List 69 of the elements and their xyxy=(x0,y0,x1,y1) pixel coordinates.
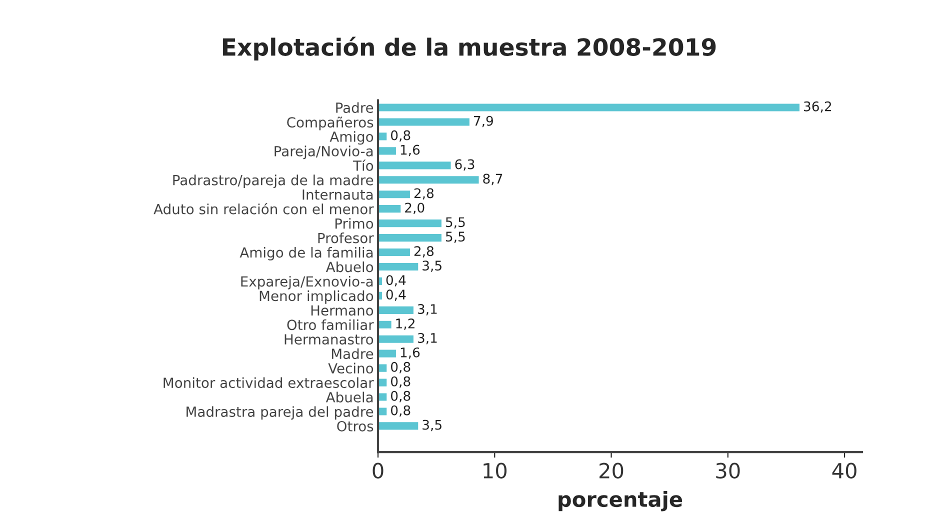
y-tick-label: Tío xyxy=(352,160,374,171)
bar xyxy=(378,348,398,359)
y-tick-label: Internauta xyxy=(302,190,373,200)
data-label: 6,3 xyxy=(455,159,474,171)
data-label: 36,2 xyxy=(804,101,832,113)
data-label: 0,8 xyxy=(390,362,410,374)
y-tick-label: Otro familiar xyxy=(287,319,374,330)
y-tick-label: Padrastro/pareja de la madre xyxy=(173,174,374,188)
y-tick-label: Compañeros xyxy=(287,116,374,130)
bar xyxy=(378,420,420,432)
data-label: 2,8 xyxy=(414,246,434,258)
data-label: 1,6 xyxy=(400,347,420,359)
y-tick-label: Primo xyxy=(335,218,374,229)
bar xyxy=(378,146,398,156)
data-label: 1,2 xyxy=(396,318,414,330)
bar xyxy=(378,304,415,316)
data-label: 5,5 xyxy=(446,232,465,243)
bar xyxy=(378,160,452,171)
y-tick-label: Vecino xyxy=(328,362,374,374)
y-tick-label: Amigo xyxy=(330,131,374,145)
bar xyxy=(378,174,480,186)
bar xyxy=(378,232,443,243)
y-tick-label: Hermano xyxy=(311,305,374,316)
bar xyxy=(378,116,471,128)
data-label: 0,4 xyxy=(386,290,406,301)
data-label: 0,8 xyxy=(390,130,410,142)
bar xyxy=(378,262,420,272)
x-tick-label: 0 xyxy=(372,462,384,479)
y-tick-label: Profesor xyxy=(318,232,374,244)
y-tick-label: Monitor actividad extraescolar xyxy=(164,377,374,388)
data-label: 3,1 xyxy=(418,304,437,316)
data-label: 1,6 xyxy=(400,144,420,156)
data-label: 2,0 xyxy=(405,202,424,214)
data-label: 3,5 xyxy=(422,260,442,272)
y-tick-label: Amigo de la familia xyxy=(240,246,373,260)
chart-title: Explotación de la muestra 2008-2019 xyxy=(223,36,716,61)
data-label: 7,9 xyxy=(474,116,493,128)
y-tick-label: Abuelo xyxy=(326,261,374,272)
data-label: 0,8 xyxy=(390,390,410,402)
x-tick-label: 20 xyxy=(600,462,624,479)
bar xyxy=(378,102,801,113)
y-tick-label: Madre xyxy=(332,348,374,360)
bar xyxy=(378,247,412,258)
x-tick-label: 10 xyxy=(484,462,507,479)
y-tick-label: Expareja/Exnovio-a xyxy=(241,276,373,290)
data-label: 3,1 xyxy=(418,332,437,344)
bar xyxy=(378,319,393,330)
data-label: 5,5 xyxy=(446,217,465,228)
bar xyxy=(378,218,443,228)
data-label: 2,8 xyxy=(414,188,434,200)
x-tick-label: 30 xyxy=(716,462,740,479)
data-label: 0,8 xyxy=(390,376,410,388)
data-label: 3,5 xyxy=(422,420,442,432)
y-tick-label: Pareja/Novio-a xyxy=(274,146,373,160)
data-label: 0,4 xyxy=(386,275,406,286)
y-tick-label: Abuela xyxy=(326,392,373,402)
bar xyxy=(378,334,415,344)
bar xyxy=(378,189,412,200)
data-label: 8,7 xyxy=(483,174,502,186)
data-label: 0,8 xyxy=(390,405,410,417)
y-tick-label: Hermanastro xyxy=(284,334,374,345)
y-tick-label: Menor implicado xyxy=(260,290,374,304)
x-tick-label: 40 xyxy=(832,462,856,479)
y-tick-label: Madrastra pareja del padre xyxy=(186,406,374,420)
y-tick-label: Aduto sin relación con el menor xyxy=(154,203,374,214)
y-tick-label: Padre xyxy=(336,102,374,113)
x-axis-title: porcentaje xyxy=(558,490,682,512)
y-tick-label: Otros xyxy=(337,420,374,432)
bar xyxy=(378,204,402,214)
